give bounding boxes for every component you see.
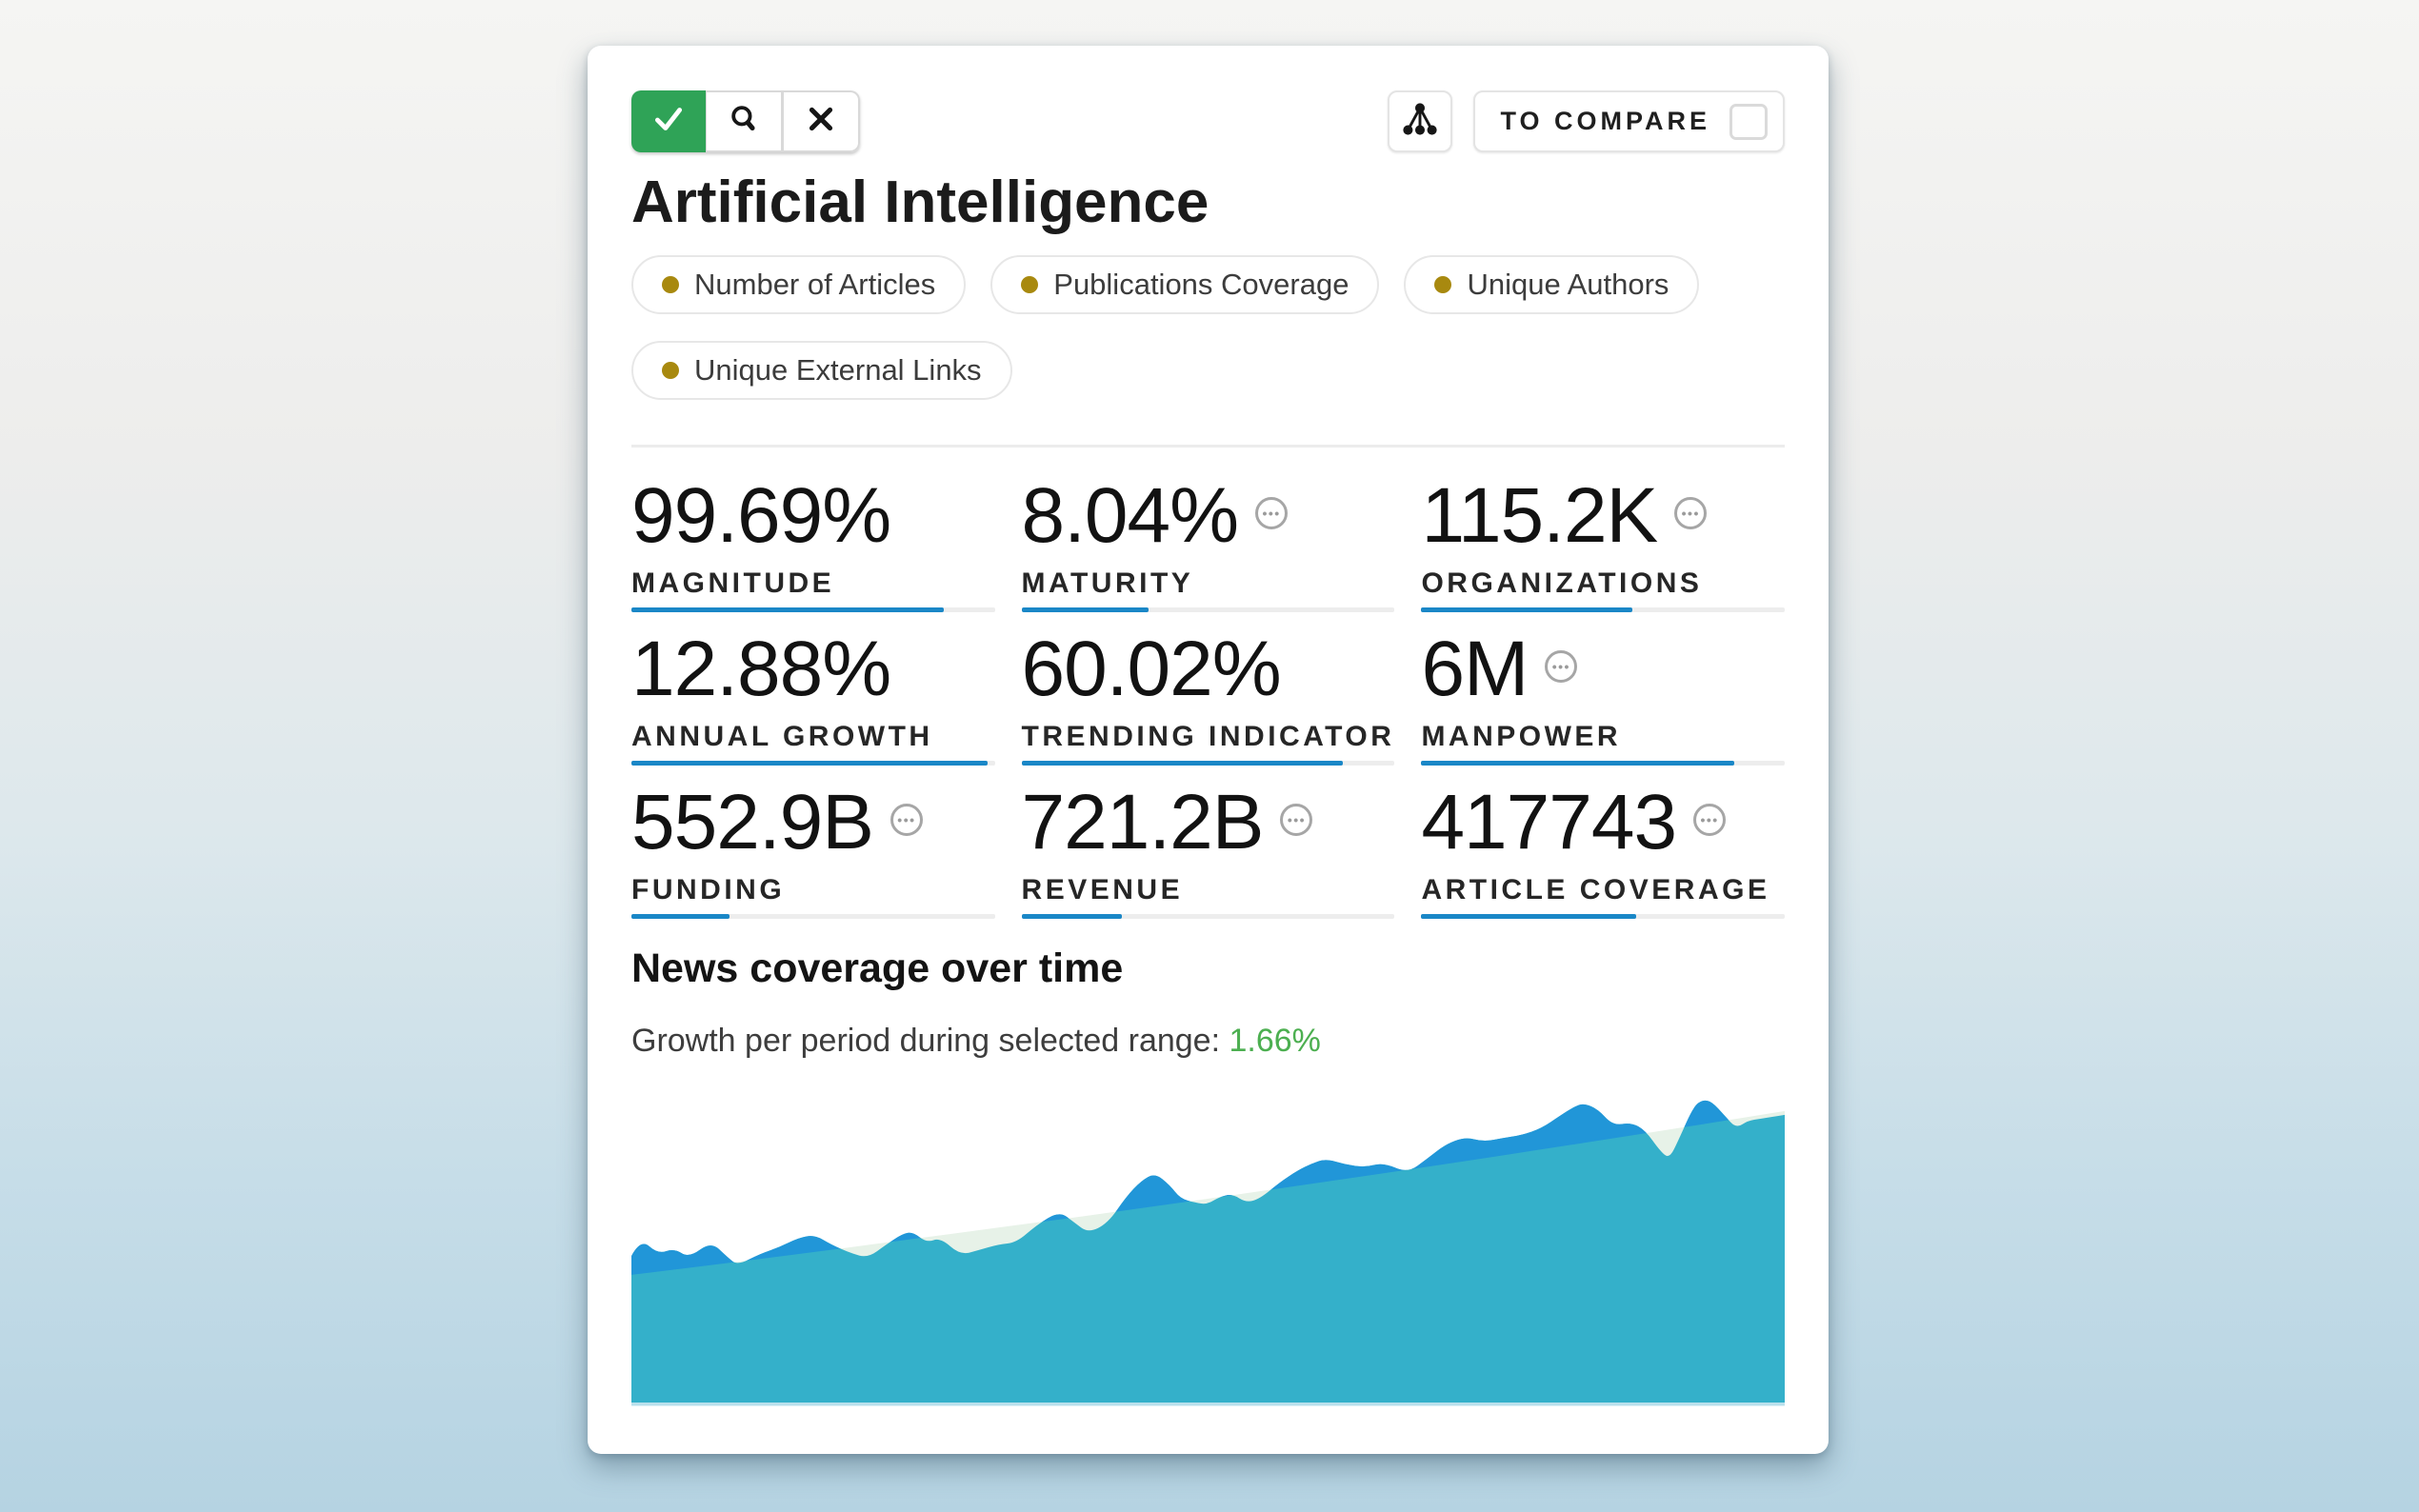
metric-label: FUNDING xyxy=(631,874,786,905)
metric-bar-track xyxy=(1421,914,1785,919)
metric-label: ARTICLE COVERAGE xyxy=(1421,874,1770,905)
metric-annual-growth: 12.88% ANNUAL GROWTH xyxy=(631,627,995,766)
metric-bar-fill xyxy=(1421,607,1632,612)
metric-value: 115.2K xyxy=(1421,472,1658,559)
metric-label: TRENDING INDICATOR xyxy=(1021,721,1395,752)
coverage-chart[interactable] xyxy=(631,1083,1785,1406)
tag-label: Publications Coverage xyxy=(1053,268,1349,301)
toolbar-right-group: TO COMPARE xyxy=(1388,90,1785,152)
metric-value: 99.69% xyxy=(631,472,891,559)
metric-organizations: 115.2K ••• ORGANIZATIONS xyxy=(1421,474,1785,612)
metric-bar-track xyxy=(631,914,995,919)
tag-label: Number of Articles xyxy=(694,268,936,301)
metric-label: REVENUE xyxy=(1021,874,1184,905)
coverage-area-overlap xyxy=(631,1100,1785,1403)
tag-label: Unique Authors xyxy=(1467,268,1669,301)
hierarchy-button[interactable] xyxy=(1388,90,1453,152)
metric-bar-fill xyxy=(1021,761,1343,766)
metric-label: MAGNITUDE xyxy=(631,567,835,599)
growth-text: Growth per period during selected range:… xyxy=(631,1022,1785,1060)
metric-bar-fill xyxy=(1021,607,1149,612)
metric-article-coverage: 417743 ••• ARTICLE COVERAGE xyxy=(1421,781,1785,919)
tag-unique-authors[interactable]: Unique Authors xyxy=(1404,255,1700,314)
metric-bar-track xyxy=(631,607,995,612)
tag-label: Unique External Links xyxy=(694,353,982,387)
growth-label: Growth per period during selected range: xyxy=(631,1023,1221,1059)
metric-magnitude: 99.69% MAGNITUDE xyxy=(631,474,995,612)
metric-bar-fill xyxy=(631,607,945,612)
metric-value: 721.2B xyxy=(1021,779,1265,865)
close-icon xyxy=(804,102,838,141)
metric-value: 552.9B xyxy=(631,779,874,865)
page-title: Artificial Intelligence xyxy=(631,169,1210,235)
metric-trending-indicator: 60.02% TRENDING INDICATOR xyxy=(1021,626,1395,766)
tree-hierarchy-icon xyxy=(1400,99,1440,144)
metric-bar-track xyxy=(1421,761,1785,766)
info-icon[interactable]: ••• xyxy=(1674,497,1708,529)
metric-bar-track xyxy=(1021,607,1395,612)
tag-dot xyxy=(1434,276,1452,293)
metrics-divider xyxy=(631,445,1785,448)
tag-number-of-articles[interactable]: Number of Articles xyxy=(631,255,967,314)
compare-button[interactable]: TO COMPARE xyxy=(1473,90,1785,152)
info-icon[interactable]: ••• xyxy=(1280,804,1313,836)
metric-bar-fill xyxy=(631,761,988,766)
search-button[interactable] xyxy=(706,90,783,152)
info-icon[interactable]: ••• xyxy=(1255,497,1289,529)
segmented-control xyxy=(631,90,860,152)
metric-bar-track xyxy=(1021,761,1395,766)
metric-bar-fill xyxy=(631,914,730,919)
metric-label: ORGANIZATIONS xyxy=(1421,567,1703,599)
metric-revenue: 721.2B ••• REVENUE xyxy=(1021,779,1395,919)
card-toolbar: TO COMPARE xyxy=(631,90,1785,152)
metric-label: ANNUAL GROWTH xyxy=(631,721,933,752)
metric-bar-track xyxy=(1421,607,1785,612)
metric-manpower: 6M ••• MANPOWER xyxy=(1421,627,1785,766)
confirm-button[interactable] xyxy=(631,90,706,152)
topic-card: TO COMPARE Artificial Intelligence Numbe… xyxy=(588,46,1829,1454)
metric-label: MANPOWER xyxy=(1421,721,1622,752)
metric-value: 8.04% xyxy=(1021,472,1240,559)
info-icon[interactable]: ••• xyxy=(890,804,923,836)
tag-dot xyxy=(662,276,679,293)
tags-list: Number of Articles Publications Coverage U… xyxy=(631,255,1785,400)
metric-maturity: 8.04% ••• MATURITY xyxy=(1021,472,1395,612)
compare-checkbox[interactable] xyxy=(1729,103,1768,140)
metrics-grid: 99.69% MAGNITUDE 8.04% ••• MATURITY 115.2K •••… xyxy=(631,474,1785,919)
metric-bar-track xyxy=(1021,914,1395,919)
tag-unique-external-links[interactable]: Unique External Links xyxy=(631,341,1012,400)
section-title: News coverage over time xyxy=(631,945,1124,991)
check-icon xyxy=(650,101,687,142)
metric-funding: 552.9B ••• FUNDING xyxy=(631,781,995,919)
chart-baseline xyxy=(631,1403,1785,1406)
metric-value: 60.02% xyxy=(1021,626,1282,712)
close-button[interactable] xyxy=(783,90,860,152)
metric-value: 6M xyxy=(1421,626,1529,712)
metric-value: 417743 xyxy=(1421,779,1677,865)
search-icon xyxy=(727,102,761,141)
metric-bar-fill xyxy=(1421,761,1734,766)
tag-publications-coverage[interactable]: Publications Coverage xyxy=(990,255,1380,314)
metric-bar-fill xyxy=(1021,914,1123,919)
metric-label: MATURITY xyxy=(1021,567,1194,599)
metric-bar-track xyxy=(631,761,995,766)
metric-value: 12.88% xyxy=(631,626,891,712)
metric-bar-fill xyxy=(1421,914,1636,919)
tag-dot xyxy=(662,362,679,379)
tag-dot xyxy=(1021,276,1039,293)
growth-value: 1.66% xyxy=(1229,1023,1321,1059)
info-icon[interactable]: ••• xyxy=(1693,804,1727,836)
compare-label: TO COMPARE xyxy=(1500,107,1710,135)
info-icon[interactable]: ••• xyxy=(1545,650,1578,683)
